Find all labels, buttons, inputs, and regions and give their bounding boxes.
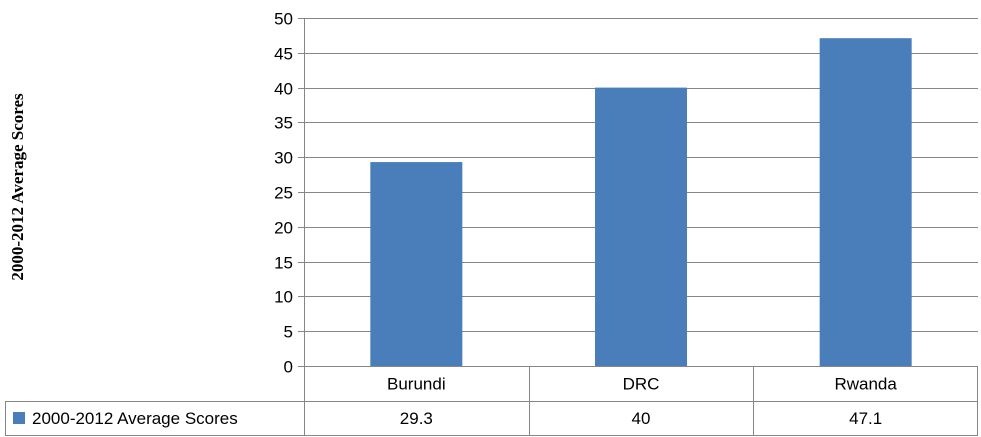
data-value-label: 47.1	[849, 409, 882, 428]
bar-drc	[595, 87, 687, 366]
y-tick-label: 0	[284, 358, 293, 377]
category-label: Rwanda	[834, 375, 897, 394]
y-tick-label: 40	[274, 80, 293, 99]
axes	[298, 18, 305, 435]
y-tick-label: 5	[284, 323, 293, 342]
data-table: Burundi DRC Rwanda 2000-2012 Average Scores…	[5, 366, 978, 436]
y-tick-label: 15	[274, 254, 293, 273]
data-value-label: 40	[632, 409, 651, 428]
category-label: DRC	[623, 375, 660, 394]
y-axis-label-group: 2000-2012 Average Scores	[8, 93, 27, 281]
category-label: Burundi	[387, 375, 446, 394]
y-tick-label: 10	[274, 288, 293, 307]
legend-series-name: 2000-2012 Average Scores	[32, 409, 238, 428]
y-tick-label: 50	[274, 10, 293, 29]
bar-rwanda	[819, 38, 912, 367]
y-tick-label: 20	[274, 219, 293, 238]
bar-burundi	[370, 162, 463, 366]
y-tick-labels: 0 5 10 15 20 25 30 35 40 45 50	[274, 10, 293, 377]
y-axis-label: 2000-2012 Average Scores	[8, 93, 27, 281]
y-tick-label: 35	[274, 114, 293, 133]
data-value-label: 29.3	[400, 409, 433, 428]
bars	[370, 38, 912, 367]
y-tick-label: 25	[274, 184, 293, 203]
y-tick-label: 45	[274, 45, 293, 64]
legend-key	[13, 412, 25, 424]
y-tick-label: 30	[274, 149, 293, 168]
